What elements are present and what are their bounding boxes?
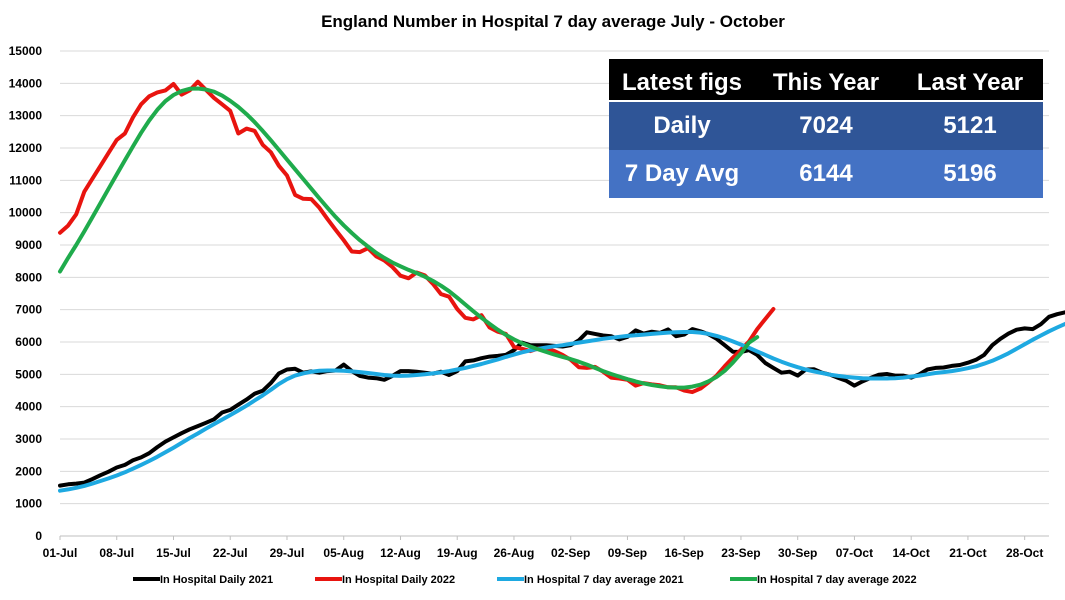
series-lines xyxy=(58,79,1065,493)
y-tick-label: 2000 xyxy=(15,464,42,478)
table-row-avg-label: 7 Day Avg xyxy=(625,160,739,187)
y-tick-label: 8000 xyxy=(15,270,42,284)
series-line-in-hospital-7-day-average-2021 xyxy=(58,321,1065,493)
x-tick-label: 12-Aug xyxy=(380,546,421,560)
x-tick-label: 16-Sep xyxy=(665,546,704,560)
series-line-in-hospital-7-day-average-2022 xyxy=(58,86,760,390)
y-tick-label: 10000 xyxy=(9,206,43,220)
x-tick-label: 26-Aug xyxy=(494,546,535,560)
y-tick-label: 14000 xyxy=(9,76,43,90)
x-tick-label: 21-Oct xyxy=(949,546,986,560)
legend: In Hospital Daily 2021 In Hospital Daily… xyxy=(133,574,917,586)
latest-figs-table: Latest figs This Year Last Year Daily 70… xyxy=(609,59,1043,198)
table-row-daily-this-year: 7024 xyxy=(799,112,853,139)
chart-title: England Number in Hospital 7 day average… xyxy=(321,12,785,31)
y-tick-label: 4000 xyxy=(15,400,42,414)
y-axis: 0 1000 2000 3000 4000 5000 6000 7000 8000 9000 100… xyxy=(9,44,43,543)
x-tick-label: 05-Aug xyxy=(323,546,364,560)
table-row-daily-label: Daily xyxy=(653,112,711,139)
y-tick-label: 13000 xyxy=(9,109,43,123)
x-tick-label: 09-Sep xyxy=(608,546,647,560)
legend-label-daily-2022: In Hospital Daily 2022 xyxy=(342,574,455,586)
y-tick-label: 15000 xyxy=(9,44,43,58)
x-tick-label: 02-Sep xyxy=(551,546,590,560)
x-tick-label: 08-Jul xyxy=(99,546,134,560)
x-tick-label: 29-Jul xyxy=(270,546,305,560)
x-tick-label: 28-Oct xyxy=(1006,546,1043,560)
x-tick-label: 01-Jul xyxy=(43,546,78,560)
table-header-latest-figs: Latest figs xyxy=(622,69,742,96)
table-row-daily-bg xyxy=(609,101,1043,150)
y-tick-label: 5000 xyxy=(15,367,42,381)
y-tick-label: 7000 xyxy=(15,303,42,317)
x-axis: 01-Jul 08-Jul 15-Jul 22-Jul 29-Jul 05-Aug 12-A… xyxy=(43,536,1043,560)
x-tick-label: 14-Oct xyxy=(893,546,930,560)
x-tick-label: 19-Aug xyxy=(437,546,478,560)
x-tick-label: 22-Jul xyxy=(213,546,248,560)
series-line-in-hospital-daily-2021 xyxy=(58,310,1065,488)
y-tick-label: 11000 xyxy=(9,173,42,187)
legend-label-avg-2021: In Hospital 7 day average 2021 xyxy=(524,574,684,586)
x-tick-label: 15-Jul xyxy=(156,546,191,560)
table-header-this-year: This Year xyxy=(773,69,879,96)
table-header-last-year: Last Year xyxy=(917,69,1023,96)
y-tick-label: 9000 xyxy=(15,238,42,252)
legend-label-daily-2021: In Hospital Daily 2021 xyxy=(160,574,273,586)
x-tick-label: 07-Oct xyxy=(836,546,873,560)
x-tick-label: 23-Sep xyxy=(721,546,760,560)
table-row-avg-last-year: 5196 xyxy=(943,160,996,187)
y-tick-label: 0 xyxy=(35,529,42,543)
table-row-avg-this-year: 6144 xyxy=(799,160,853,187)
x-tick-label: 30-Sep xyxy=(778,546,817,560)
y-tick-label: 6000 xyxy=(15,335,42,349)
table-row-daily-last-year: 5121 xyxy=(943,112,996,139)
y-tick-label: 1000 xyxy=(15,497,42,511)
y-tick-label: 12000 xyxy=(9,141,43,155)
table-row-avg-bg xyxy=(609,150,1043,198)
legend-label-avg-2022: In Hospital 7 day average 2022 xyxy=(757,574,917,586)
y-tick-label: 3000 xyxy=(15,432,42,446)
table-header-bg xyxy=(609,59,1043,101)
